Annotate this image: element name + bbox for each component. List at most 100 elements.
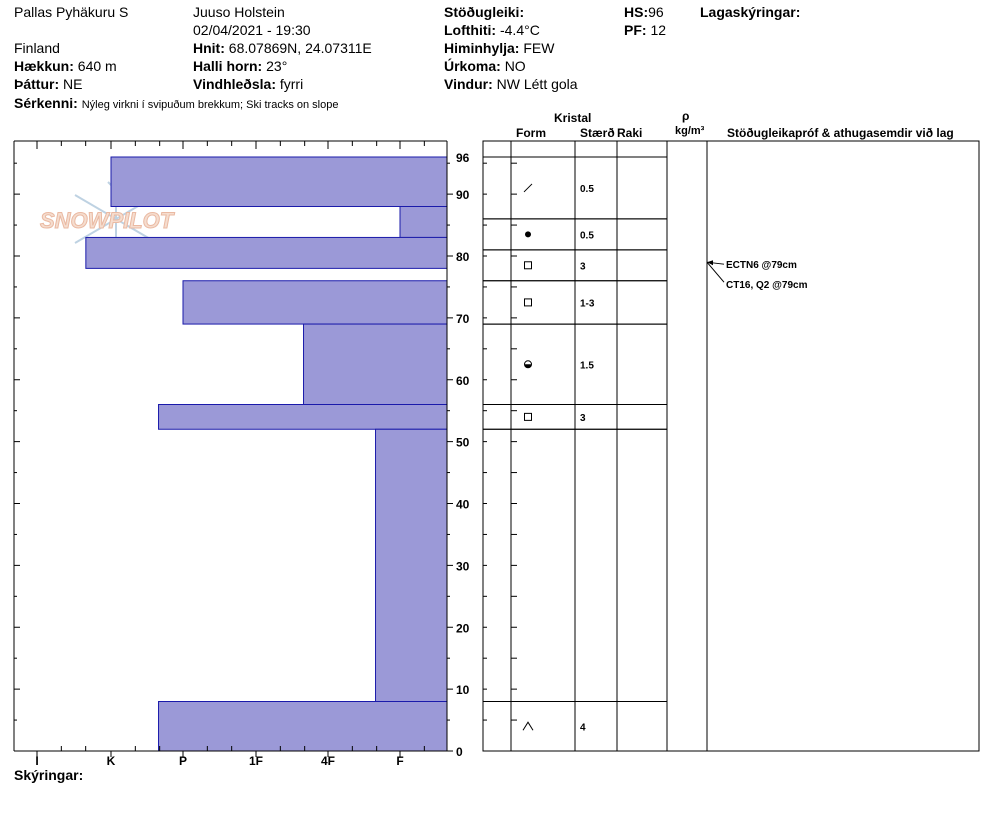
logo-text: SNOWPILOT — [40, 208, 175, 233]
stability-label: Stöðugleiki: — [444, 4, 525, 20]
grain-size-1: 0.5 — [580, 230, 594, 241]
slope-value: 23° — [266, 58, 288, 74]
pf: PF: 12 — [624, 22, 666, 38]
hardness-bar-2 — [85, 236, 448, 269]
hardness-bar-7 — [158, 701, 448, 752]
wind-loading: Vindhleðsla: fyrri — [193, 76, 303, 92]
grain-size-2: 3 — [580, 261, 586, 272]
grain-form-icon-fill-4 — [524, 364, 532, 368]
hardness-bar-1 — [399, 206, 448, 238]
hardness-chart-frame: I K P 1F 4F F 0 10 20 30 40 50 60 70 80 90 96 — [13, 140, 470, 768]
table-border — [482, 140, 980, 752]
slope: Halli horn: 23° — [193, 58, 287, 74]
aspect-value: NE — [63, 76, 83, 92]
grain-form-icon-0 — [523, 183, 533, 193]
grain-size-0: 0.5 — [580, 184, 594, 195]
pf-label: PF: — [624, 22, 647, 38]
grain-size-4: 1.5 — [580, 360, 594, 371]
layer-notes-label: Lagaskýringar: — [700, 4, 801, 20]
wind-loading-value: fyrri — [279, 76, 304, 92]
x-tick-label-2: P — [179, 754, 187, 768]
y-tick-label-7: 70 — [456, 312, 470, 326]
features-value: Nýleg virkni í svipuðum brekkum; Ski tra… — [81, 99, 339, 111]
hardness-bar-5 — [158, 404, 448, 430]
x-tick-label-0: I — [35, 754, 38, 768]
y-tick-label-1: 10 — [456, 683, 470, 697]
grain-form-icon-2 — [524, 261, 532, 270]
stability-test-1: CT16, Q2 @79cm — [726, 280, 808, 291]
precip: Úrkoma: NO — [444, 58, 526, 74]
y-tick-label-0: 0 — [456, 745, 463, 759]
pf-value: 12 — [650, 22, 667, 38]
air-temp-value: -4.4°C — [499, 22, 540, 38]
wind-loading-label: Vindhleðsla: — [193, 76, 276, 92]
legend-label: Skýringar: — [14, 767, 84, 783]
air-temp: Lofthiti: -4.4°C — [444, 22, 540, 38]
observer: Juuso Holstein — [193, 4, 285, 20]
sky-label: Himinhylja: — [444, 40, 520, 56]
aspect-label: Þáttur: — [14, 76, 60, 92]
form-header: Form — [516, 126, 546, 140]
crystal-header: Kristal — [554, 111, 592, 125]
hardness-bar-6 — [375, 428, 448, 702]
coords-value: 68.07869N, 24.07311E — [228, 40, 372, 56]
y-tick-label-9: 90 — [456, 188, 470, 202]
precip-label: Úrkoma: — [444, 58, 501, 74]
hardness-bars — [85, 156, 448, 752]
test-pointer-line-1 — [706, 261, 725, 283]
rho-header: ρ — [682, 109, 690, 123]
hs-value: 96 — [648, 4, 664, 20]
hs-label: HS: — [624, 4, 649, 20]
y-tick-label-4: 40 — [456, 498, 470, 512]
y-tick-label-5: 50 — [456, 436, 470, 450]
x-tick-label-3: 1F — [249, 754, 263, 768]
grain-form-icon-7 — [522, 721, 534, 731]
hardness-bar-4 — [303, 323, 448, 405]
hs: HS:96 — [624, 4, 664, 20]
wind-label: Vindur: — [444, 76, 493, 92]
hardness-bar-3 — [182, 280, 448, 325]
test-arrow-icon — [707, 260, 713, 266]
grain-table: 0.5 0.5 3 1-3 1.5 3 4 ECTN6 @79cm CT16, Q2 @79cm — [482, 140, 980, 752]
y-tick-label-10: 96 — [456, 151, 470, 165]
density-unit-header: kg/m³ — [675, 125, 705, 137]
stability-test-0: ECTN6 @79cm — [726, 260, 797, 271]
snowpilot-logo: SNOWPILOT — [40, 172, 175, 266]
stability: Stöðugleiki: — [444, 4, 524, 20]
grain-size-5: 3 — [580, 413, 586, 424]
x-tick-label-5: F — [396, 754, 403, 768]
features-label: Sérkenni: — [14, 95, 78, 111]
sky-value: FEW — [523, 40, 555, 56]
y-tick-label-6: 60 — [456, 374, 470, 388]
grain-size-7: 4 — [580, 722, 586, 733]
elevation-label: Hækkun: — [14, 58, 74, 74]
sky: Himinhylja: FEW — [444, 40, 554, 56]
x-tick-label-1: K — [107, 754, 116, 768]
grain-form-icon-5 — [524, 412, 532, 421]
y-tick-label-3: 30 — [456, 559, 470, 573]
elevation-value: 640 m — [77, 58, 117, 74]
tests-header: Stöðugleikapróf & athugasemdir við lag — [727, 126, 954, 140]
slope-label: Halli horn: — [193, 58, 263, 74]
coords-label: Hnit: — [193, 40, 225, 56]
grain-size-3: 1-3 — [580, 298, 595, 309]
datetime: 02/04/2021 - 19:30 — [193, 22, 311, 38]
country: Finland — [14, 40, 60, 56]
precip-value: NO — [504, 58, 526, 74]
grain-form-icon-1 — [525, 231, 531, 238]
grain-form-icon-3 — [524, 298, 532, 307]
elevation: Hækkun: 640 m — [14, 58, 117, 74]
size-header: Stærð — [580, 126, 615, 140]
y-tick-label-8: 80 — [456, 250, 470, 264]
features: Sérkenni: Nýleg virkni í svipuðum brekku… — [14, 95, 338, 113]
moisture-header: Raki — [617, 126, 643, 140]
wind: Vindur: NW Létt gola — [444, 76, 578, 92]
location: Pallas Pyhäkuru S — [14, 4, 129, 20]
coords: Hnit: 68.07869N, 24.07311E — [193, 40, 372, 56]
air-temp-label: Lofthiti: — [444, 22, 497, 38]
hardness-bar-0 — [110, 156, 448, 207]
x-tick-label-4: 4F — [321, 754, 335, 768]
aspect: Þáttur: NE — [14, 76, 82, 92]
y-tick-label-2: 20 — [456, 621, 470, 635]
